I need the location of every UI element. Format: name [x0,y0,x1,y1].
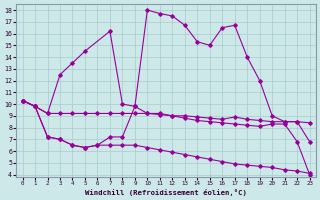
X-axis label: Windchill (Refroidissement éolien,°C): Windchill (Refroidissement éolien,°C) [85,189,247,196]
